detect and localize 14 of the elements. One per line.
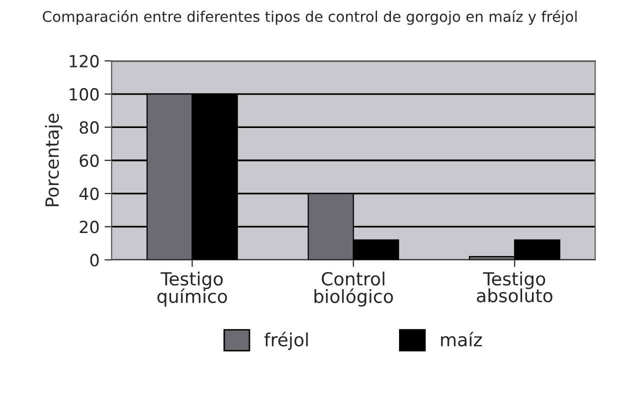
y-tick-label: 40: [79, 187, 99, 200]
chart-title: Comparación entre diferentes tipos de control de gorgojo en maíz y fréjol: [42, 10, 577, 25]
y-tick-label: 120: [70, 54, 99, 68]
x-tick-label: Control biológico: [314, 272, 393, 307]
legend-label: fréjol: [264, 332, 308, 350]
y-tick-label: 20: [80, 220, 99, 234]
y-axis-title: Porcentaje: [44, 114, 62, 206]
y-tick-label: 100: [70, 88, 99, 101]
y-tick-label: 60: [80, 154, 99, 167]
y-tick-label: 0: [90, 254, 99, 266]
y-tick-label: 80: [80, 121, 99, 134]
x-tick-label: Testigo químico: [157, 272, 227, 307]
x-tick-label: Testigo absoluto: [476, 272, 552, 302]
legend-label: maíz: [441, 332, 482, 346]
